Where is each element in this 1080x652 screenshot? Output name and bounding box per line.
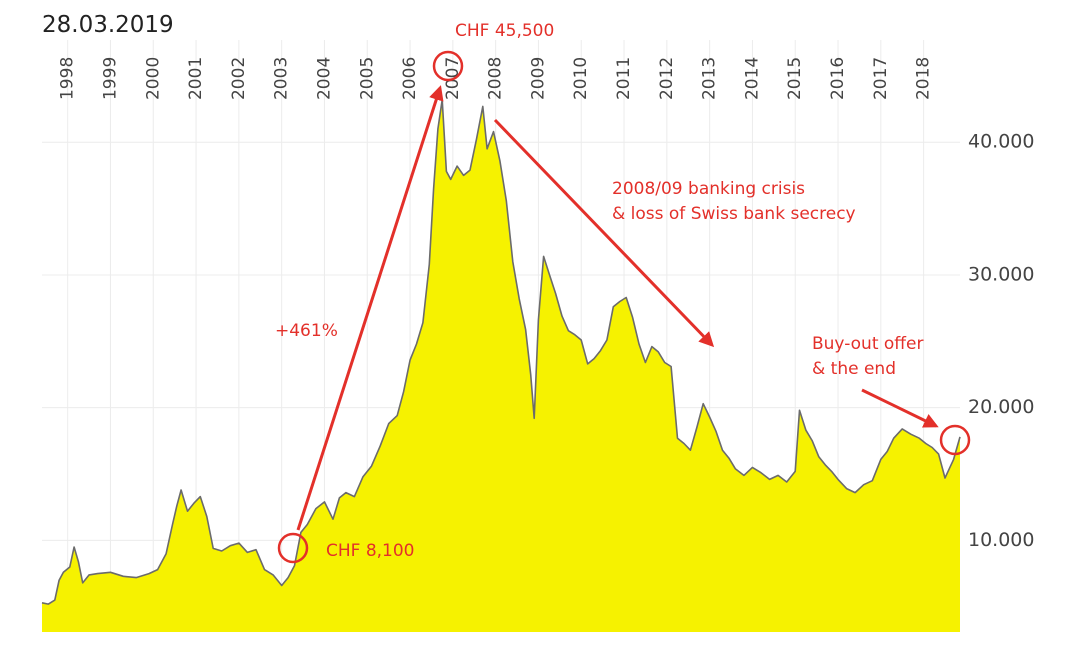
annotations: 28.03.2019 CHF 45,500 CHF 8,100 +461% 20…	[42, 12, 971, 564]
y-tick-label: 10.000	[968, 529, 1034, 551]
x-tick-label: 2018	[914, 57, 934, 100]
buyout-label: Buy-out offer	[812, 334, 923, 354]
x-tick-label: 2017	[871, 57, 891, 100]
x-tick-label: 2011	[614, 57, 634, 100]
gain-label: +461%	[275, 321, 338, 341]
y-tick-label: 40.000	[968, 131, 1034, 153]
peak-circle	[432, 50, 464, 82]
x-tick-label: 2008	[486, 57, 506, 100]
x-tick-label: 2014	[742, 57, 762, 100]
low-circle	[277, 532, 309, 564]
plot-area: 1998 1999 2000 2001 2002 2003 2004 2005 2006 2007…	[41, 40, 1034, 632]
y-tick-label: 30.000	[968, 263, 1034, 285]
y-tick-label: 20.000	[968, 396, 1034, 418]
x-tick-label: 2009	[528, 57, 548, 100]
crisis-label: & loss of Swiss bank secrecy	[612, 204, 856, 224]
x-tick-label: 2003	[272, 57, 292, 100]
low-label: CHF 8,100	[326, 541, 415, 561]
peak-label: CHF 45,500	[455, 21, 554, 41]
buyout-arrow	[861, 388, 939, 428]
x-tick-label: 2015	[785, 57, 805, 100]
x-tick-label: 2004	[314, 57, 334, 100]
x-tick-label: 2012	[657, 57, 677, 100]
x-tick-label: 2001	[186, 57, 206, 100]
area	[42, 99, 960, 632]
crisis-label: 2008/09 banking crisis	[612, 179, 805, 199]
buyout-label: & the end	[812, 359, 896, 379]
x-tick-label: 1998	[58, 57, 78, 100]
x-tick-label: 2000	[143, 57, 163, 100]
x-tick-label: 2010	[571, 57, 591, 100]
x-tick-label: 2005	[357, 57, 377, 100]
x-tick-label: 2002	[229, 57, 249, 100]
rise-arrow	[296, 85, 444, 531]
x-tick-label: 2016	[828, 57, 848, 100]
fall-arrow	[493, 118, 715, 348]
x-tick-label: 2006	[400, 57, 420, 100]
x-tick-label: 1999	[100, 57, 120, 100]
x-tick-label: 2013	[700, 57, 720, 100]
end-circle	[939, 424, 971, 456]
date-label: 28.03.2019	[42, 12, 174, 38]
price-line	[41, 98, 961, 605]
